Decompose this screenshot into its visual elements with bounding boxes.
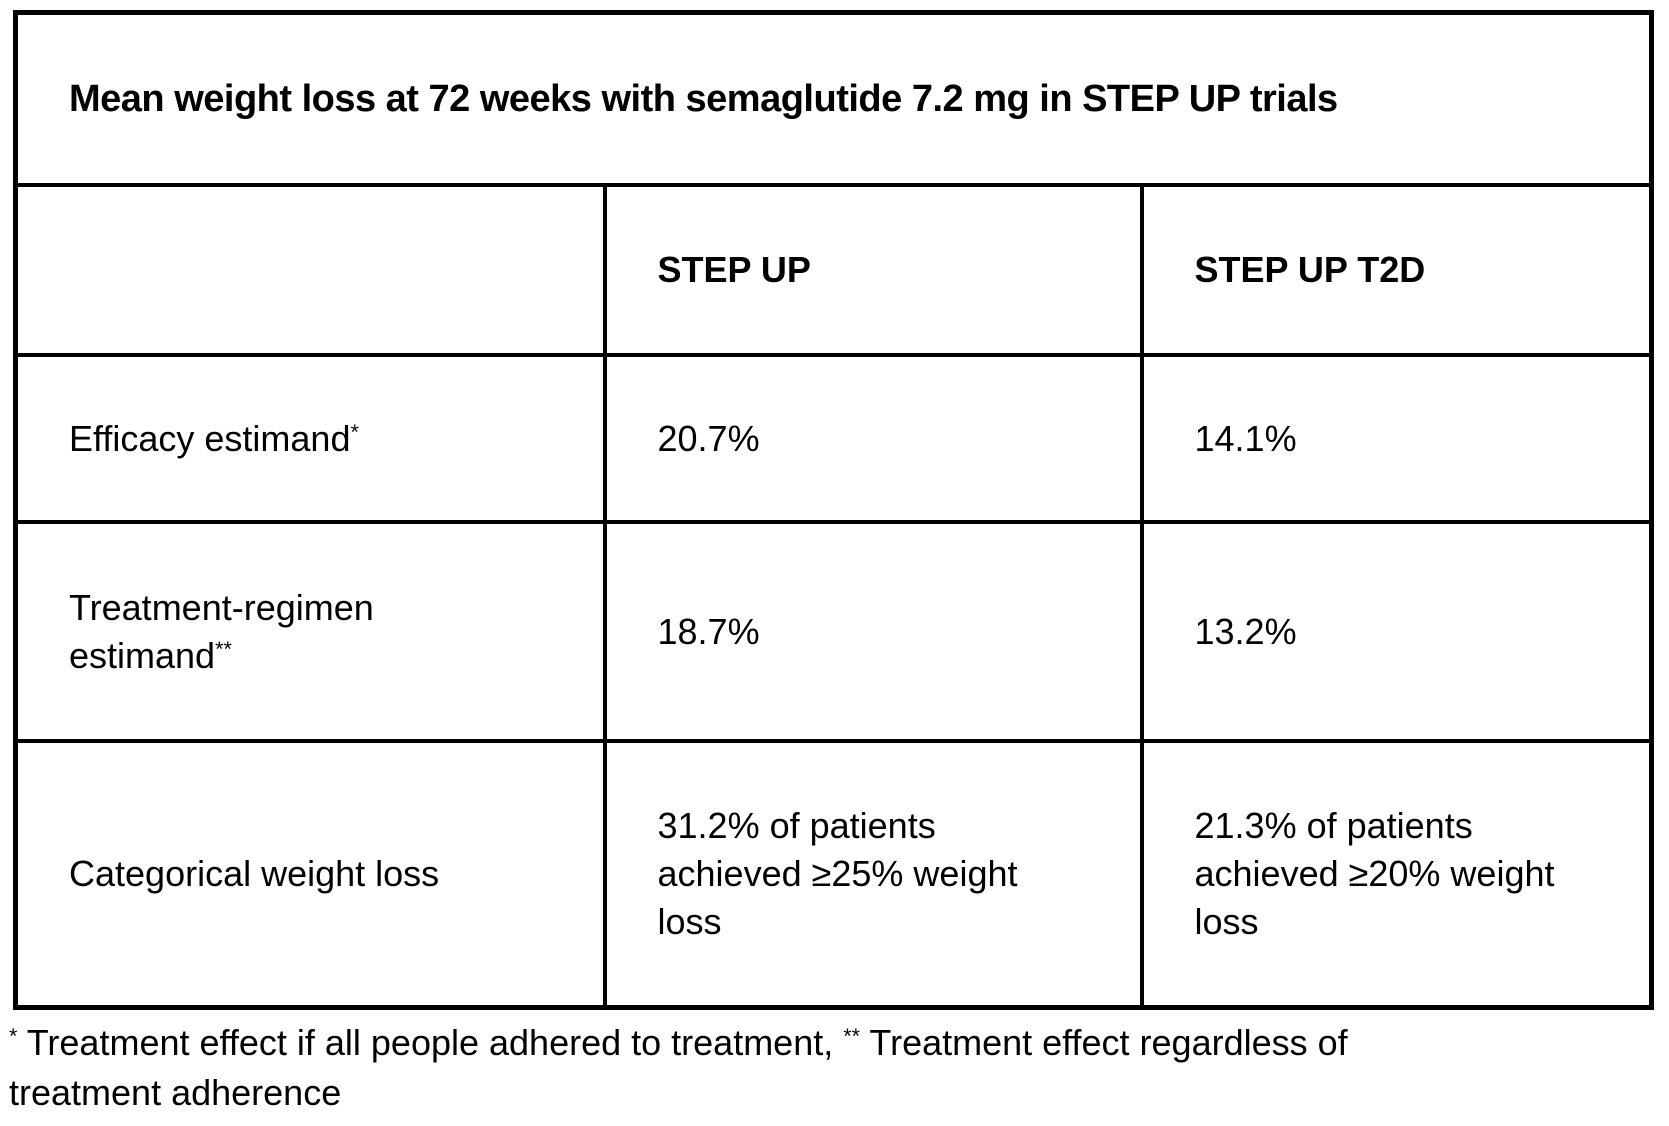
cell-value-step-up: 20.7% xyxy=(602,353,1144,524)
cell-value-text: 31.2% of patients achieved ≥25% weight l… xyxy=(657,804,1018,942)
footnote-text-2: Treatment effect regardless of treatment… xyxy=(9,1022,1348,1113)
column-header-step-up-label: STEP UP xyxy=(657,249,811,290)
row-label: Efficacy estimand xyxy=(69,417,351,459)
row-label: Treatment-regimen estimand xyxy=(69,586,374,676)
results-table: Mean weight loss at 72 weeks with semagl… xyxy=(13,10,1655,1010)
column-header-step-up-t2d-label: STEP UP T2D xyxy=(1194,249,1426,290)
cell-value-text: 14.1% xyxy=(1194,417,1297,459)
header-row: STEP UP STEP UP T2D xyxy=(13,183,1654,357)
footnote-asterisk: * xyxy=(9,1023,18,1049)
footnote-double-asterisk: ** xyxy=(843,1023,861,1049)
cell-value-step-up-t2d: 13.2% xyxy=(1139,520,1654,743)
cell-value-step-up: 18.7% xyxy=(602,520,1144,743)
cell-value-step-up-t2d: 14.1% xyxy=(1139,353,1654,524)
cell-value-text: 21.3% of patients achieved ≥20% weight l… xyxy=(1194,804,1555,942)
cell-value-text: 20.7% xyxy=(657,417,760,459)
column-header-step-up: STEP UP xyxy=(602,183,1144,357)
cell-value-step-up: 31.2% of patients achieved ≥25% weight l… xyxy=(602,739,1144,1009)
table-row-treatment-regimen-estimand: Treatment-regimen estimand** 18.7% 13.2% xyxy=(13,520,1654,743)
title-row: Mean weight loss at 72 weeks with semagl… xyxy=(13,10,1654,187)
cell-value-step-up-t2d: 21.3% of patients achieved ≥20% weight l… xyxy=(1139,739,1654,1009)
table-title-text: Mean weight loss at 72 weeks with semagl… xyxy=(69,78,1338,120)
row-label-cell: Categorical weight loss xyxy=(13,739,607,1009)
row-label-superscript: ** xyxy=(215,635,232,661)
table-title: Mean weight loss at 72 weeks with semagl… xyxy=(13,10,1654,187)
row-label-cell: Treatment-regimen estimand** xyxy=(13,520,607,743)
footnote-text-1: Treatment effect if all people adhered t… xyxy=(26,1022,834,1063)
empty-header-cell xyxy=(13,183,607,357)
table-row-efficacy-estimand: Efficacy estimand* 20.7% 14.1% xyxy=(13,353,1654,524)
cell-value-text: 18.7% xyxy=(657,610,760,652)
table-row-categorical-weight-loss: Categorical weight loss 31.2% of patient… xyxy=(13,739,1654,1009)
row-label: Categorical weight loss xyxy=(69,852,440,894)
row-label-superscript: * xyxy=(350,418,359,444)
row-label-cell: Efficacy estimand* xyxy=(13,353,607,524)
column-header-step-up-t2d: STEP UP T2D xyxy=(1139,183,1654,357)
footnote: * Treatment effect if all people adhered… xyxy=(9,1018,1429,1118)
cell-value-text: 13.2% xyxy=(1194,610,1297,652)
